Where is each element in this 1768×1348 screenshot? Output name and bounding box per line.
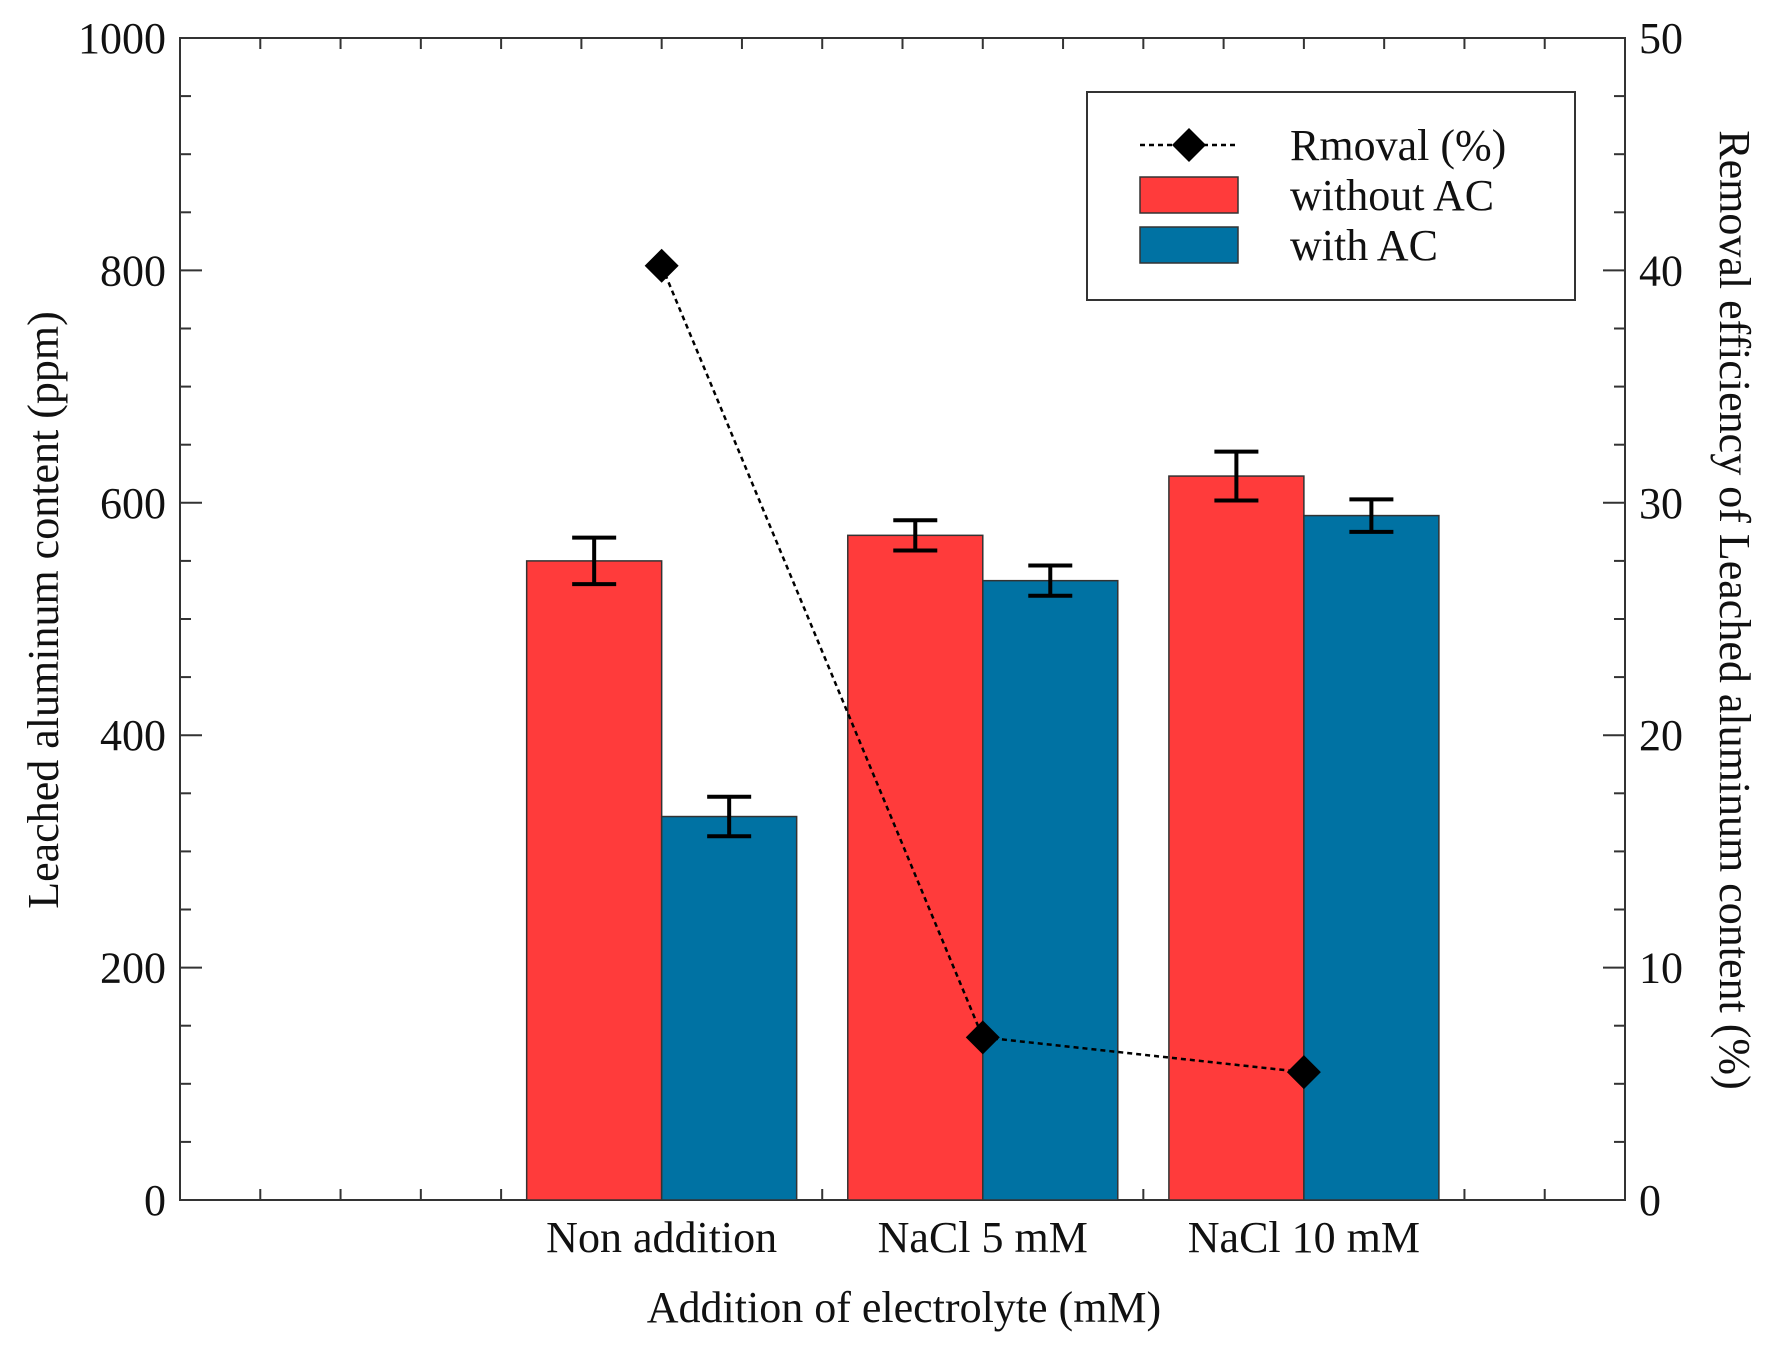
removal-marker [1286, 1055, 1321, 1090]
x-tick-label: NaCl 10 mM [1188, 1213, 1420, 1262]
legend-bar-swatch [1139, 226, 1239, 264]
bar-with-ac [660, 815, 798, 1201]
y-right-tick-label: 0 [1639, 1176, 1661, 1225]
y-tick-label: 400 [100, 711, 166, 760]
legend-label: with AC [1290, 221, 1438, 270]
y-right-tick-label: 10 [1639, 944, 1683, 993]
bar-with-ac [982, 579, 1119, 1201]
y-right-tick-label: 30 [1639, 479, 1683, 528]
bar-with-ac [1303, 514, 1440, 1201]
x-axis-title: Addition of electrolyte (mM) [647, 1283, 1161, 1332]
removal-marker [644, 248, 679, 283]
x-tick-label: NaCl 5 mM [878, 1213, 1088, 1262]
removal-marker [965, 1020, 1000, 1055]
y-right-tick-label: 40 [1639, 246, 1683, 295]
y-right-tick-label: 50 [1639, 14, 1683, 63]
y-axis-right-title: Removal efficiency of Leached aluminum c… [1710, 130, 1759, 1089]
bar-without-ac [1168, 475, 1305, 1201]
legend-label: Rmoval (%) [1290, 121, 1506, 170]
y-tick-label: 0 [144, 1176, 166, 1225]
legend-label: without AC [1290, 171, 1494, 220]
y-axis-title: Leached aluminum content (ppm) [19, 311, 68, 908]
bar-without-ac [525, 560, 663, 1201]
y-tick-label: 800 [100, 246, 166, 295]
y-right-tick-label: 20 [1639, 711, 1683, 760]
y-tick-label: 200 [100, 944, 166, 993]
legend-marker-swatch [1172, 128, 1206, 162]
y-tick-label: 1000 [78, 14, 166, 63]
x-tick-label: Non addition [546, 1213, 777, 1262]
y-tick-label: 600 [100, 479, 166, 528]
bar-without-ac [847, 534, 984, 1201]
legend-bar-swatch [1139, 176, 1239, 214]
